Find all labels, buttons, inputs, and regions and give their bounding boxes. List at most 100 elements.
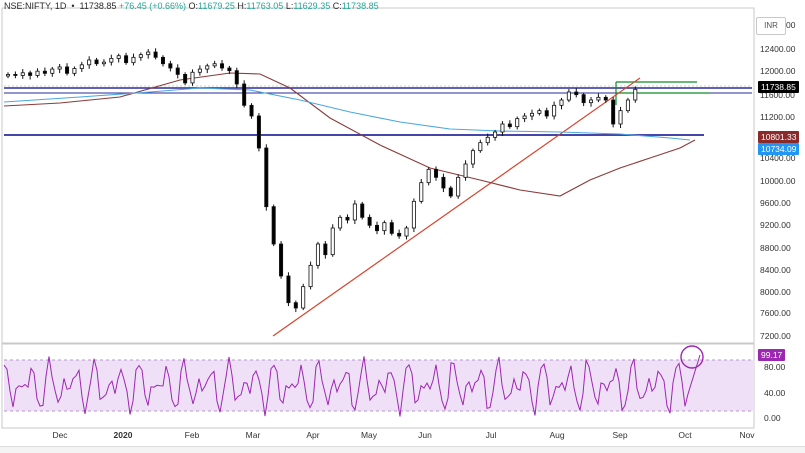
candle-body: [138, 54, 143, 58]
candle-body: [559, 99, 564, 106]
x-tick-label: Jun: [418, 430, 432, 440]
x-tick-label: Feb: [185, 430, 200, 440]
price-pane-frame: [1, 7, 755, 344]
candle-body: [227, 67, 232, 72]
candle-body: [87, 59, 92, 66]
candle-body: [286, 275, 291, 304]
candle-body: [552, 104, 557, 117]
candle-body: [397, 232, 402, 237]
candle-body: [279, 243, 284, 277]
candle-body: [404, 227, 409, 237]
candle-body: [522, 115, 527, 120]
x-tick-label: Nov: [739, 430, 755, 440]
candle-body: [72, 68, 77, 74]
candle-body: [323, 243, 328, 256]
candle-body: [618, 110, 623, 125]
candle-body: [574, 91, 579, 96]
x-tick-label: Mar: [246, 430, 261, 440]
candle-body: [212, 63, 217, 67]
candle-body: [220, 63, 225, 69]
candle-body: [470, 150, 475, 165]
candle-body: [79, 64, 84, 69]
header-dot: •: [68, 1, 78, 11]
rsi-highlight-circle: [680, 345, 704, 369]
low-label: L:: [285, 1, 294, 11]
candle-body: [264, 147, 269, 208]
candle-body: [190, 71, 195, 84]
chart-header: NSE:NIFTY, 1D • 11738.85 +76.45 (+0.66%)…: [4, 1, 379, 11]
candle-body: [124, 55, 129, 64]
candle-body: [256, 115, 261, 149]
price-tick-label: 11200.00: [760, 112, 795, 122]
candle-body: [57, 66, 62, 70]
price-tick-label: 9600.00: [760, 198, 791, 208]
candle-body: [434, 168, 439, 178]
candle-body: [611, 99, 616, 125]
candle-body: [500, 123, 505, 133]
candle-body: [42, 70, 47, 74]
candle-body: [529, 112, 534, 117]
candle-body: [116, 55, 121, 59]
price-tag-line-1: 10801.33: [758, 131, 800, 143]
candle-body: [153, 51, 158, 58]
candle-body: [441, 176, 446, 189]
candle-body: [50, 68, 55, 74]
candle-body: [589, 99, 594, 104]
candle-body: [183, 74, 188, 84]
candle-body: [581, 94, 586, 104]
candle-body: [367, 216, 372, 226]
candle-body: [448, 187, 453, 197]
low-value: 11629.35: [293, 1, 331, 11]
price-tick-label: 8400.00: [760, 265, 791, 275]
candle-body: [456, 176, 461, 197]
candle-body: [6, 74, 11, 77]
candle-body: [109, 58, 114, 63]
candle-body: [382, 222, 387, 232]
candle-body: [603, 96, 608, 101]
candle-body: [426, 168, 431, 184]
rsi-tick-label: 0.00: [764, 413, 781, 423]
candle-body: [374, 224, 379, 232]
candle-body: [345, 216, 350, 221]
price-tick-label: 7600.00: [760, 308, 791, 318]
candle-body: [566, 91, 571, 101]
rsi-line: [3, 354, 701, 417]
candle-body: [596, 96, 601, 101]
candle-body: [308, 264, 313, 288]
high-value: 11763.05: [246, 1, 284, 11]
close-label: C:: [332, 1, 342, 11]
high-label: H:: [237, 1, 247, 11]
price-tick-label: 10400.00: [760, 153, 796, 163]
candle-body: [419, 182, 424, 202]
candle-body: [493, 131, 498, 138]
x-tick-label: Oct: [678, 430, 692, 440]
candle-body: [389, 222, 394, 234]
candle-body: [330, 227, 335, 256]
candle-body: [65, 66, 70, 74]
rsi-tick-label: 80.00: [764, 362, 786, 372]
currency-button[interactable]: INR: [756, 17, 786, 35]
candle-body: [13, 74, 18, 76]
ma-long-line: [3, 72, 696, 197]
candle-body: [633, 88, 638, 101]
candle-body: [197, 68, 202, 73]
candle-body: [360, 203, 365, 218]
candle-body: [28, 72, 33, 76]
candle-body: [515, 118, 520, 128]
candle-body: [537, 110, 542, 114]
last-price-tag: 11738.85: [758, 81, 799, 93]
price-tick-label: 8800.00: [760, 243, 791, 253]
x-tick-label: May: [361, 430, 378, 440]
candle-body: [160, 56, 165, 65]
footer-bar: [0, 446, 805, 453]
candle-body: [463, 163, 468, 178]
candle-body: [35, 70, 40, 76]
price-tick-label: 8000.00: [760, 287, 791, 297]
candle-body: [20, 72, 25, 76]
x-tick-label: 2020: [114, 430, 133, 440]
candle-body: [485, 136, 490, 144]
candle-body: [168, 63, 173, 69]
candle-body: [131, 56, 136, 64]
candle-body: [411, 200, 416, 229]
